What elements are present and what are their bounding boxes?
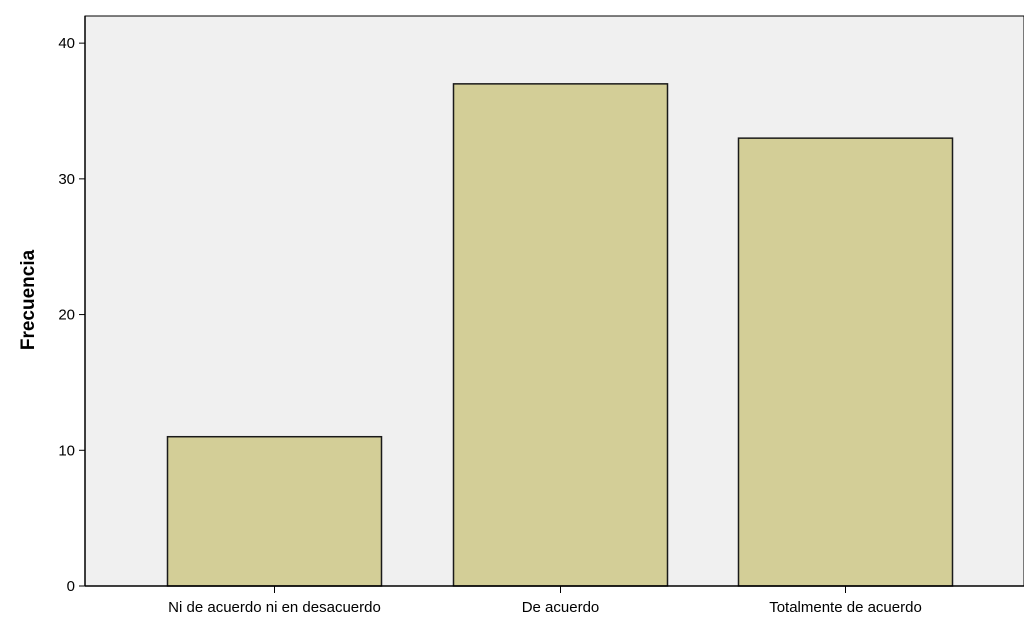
x-tick-label: Ni de acuerdo ni en desacuerdo (168, 599, 381, 616)
bar-2 (737, 137, 954, 587)
bar-1 (452, 83, 669, 587)
y-ticks-group: 0 10 20 30 40 (58, 35, 85, 595)
y-tick-label: 20 (58, 307, 75, 324)
y-tick-label: 30 (58, 171, 75, 188)
y-tick-label: 10 (58, 442, 75, 459)
y-tick-label: 0 (67, 578, 75, 595)
x-tick-label: De acuerdo (522, 599, 600, 616)
x-ticks-group: Ni de acuerdo ni en desacuerdo De acuerdo… (168, 586, 922, 616)
y-tick-label: 40 (58, 35, 75, 52)
y-axis-title: Frecuencia (18, 249, 39, 350)
x-tick-label: Totalmente de acuerdo (769, 599, 922, 616)
bar-0 (166, 435, 383, 587)
